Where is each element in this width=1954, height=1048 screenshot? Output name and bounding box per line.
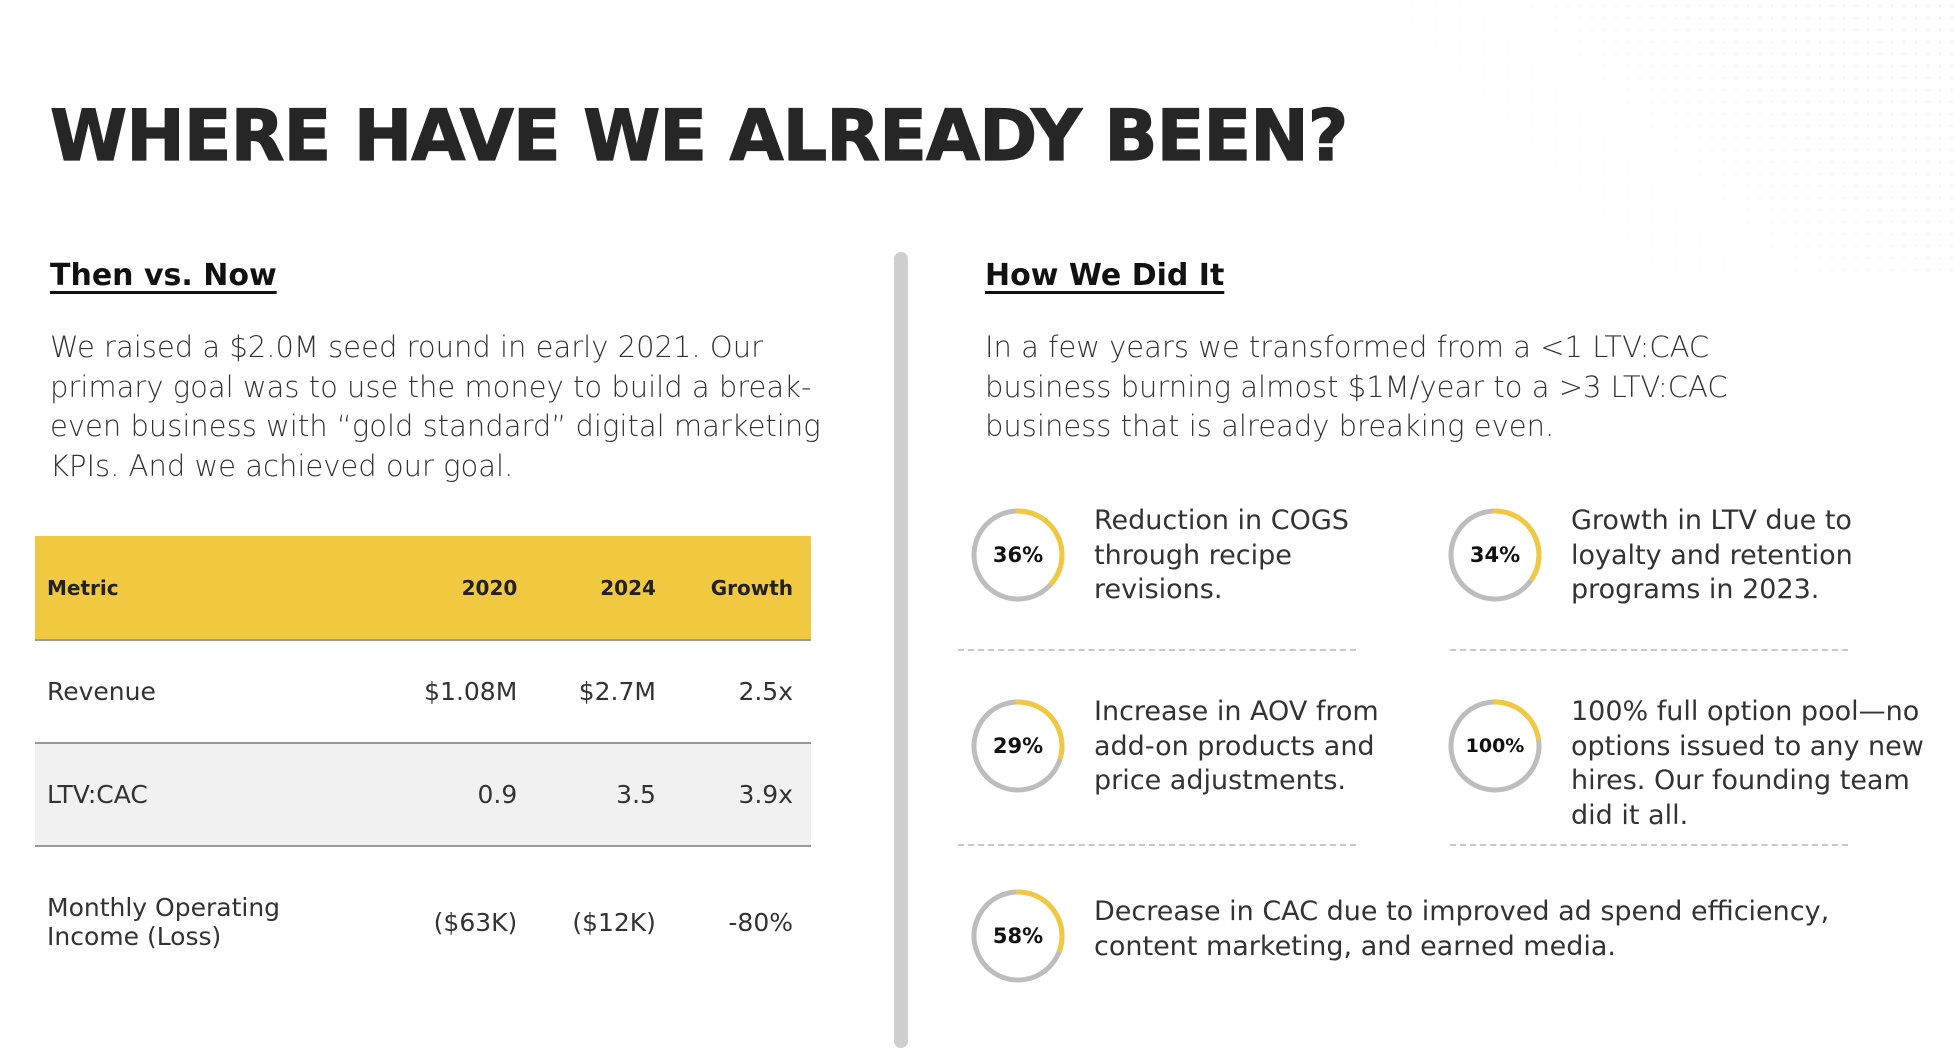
cell-growth: 3.9x — [673, 743, 811, 847]
progress-ring — [971, 699, 1065, 793]
stat-ring-cac: 58% — [969, 887, 1067, 985]
header-2024: 2024 — [535, 536, 674, 641]
header-2020: 2020 — [385, 536, 536, 641]
slide-title: WHERE HAVE WE ALREADY BEEN? — [49, 94, 1349, 177]
ring-progress-arc — [971, 508, 1065, 602]
stat-percent: 34% — [1469, 543, 1521, 567]
stat-text: 100% full option pool—no options issued … — [1571, 696, 1924, 831]
table-row: LTV:CAC 0.9 3.5 3.9x — [35, 743, 811, 847]
cell-metric: LTV:CAC — [35, 743, 385, 847]
cell-growth: -80% — [728, 907, 793, 937]
how-we-did-it-heading: How We Did It — [985, 258, 1225, 293]
progress-ring — [1448, 508, 1542, 602]
header-growth: Growth — [673, 536, 811, 641]
column-divider — [894, 252, 908, 1048]
ring-progress-arc — [971, 699, 1065, 793]
stat-text: Increase in AOV from add-on products and… — [1094, 696, 1379, 796]
table-row: Revenue $1.08M $2.7M 2.5x — [35, 640, 811, 744]
right-paragraph: In a few years we transformed from a <1 … — [985, 330, 1728, 443]
header-metric: Metric — [35, 536, 385, 641]
ring-progress-arc — [1448, 699, 1542, 793]
cell-metric: Monthly Operating Income (Loss) — [47, 893, 281, 951]
metrics-table: Metric 2020 2024 Growth Revenue $1.08M $… — [35, 536, 811, 997]
cell-2024: 3.5 — [535, 743, 674, 847]
progress-ring — [1448, 699, 1542, 793]
stat-text: Growth in LTV due to loyalty and retenti… — [1571, 505, 1853, 605]
cell-metric: Revenue — [35, 640, 385, 744]
stat-text: Decrease in CAC due to improved ad spend… — [1094, 896, 1830, 962]
cell-2020: ($63K) — [433, 907, 518, 937]
stat-ring-option-pool: 100% — [1446, 697, 1544, 795]
then-vs-now-heading: Then vs. Now — [50, 258, 277, 293]
decorative-dot-pattern — [1394, 0, 1954, 280]
ring-progress-arc — [1448, 508, 1542, 602]
cell-2024: ($12K) — [572, 907, 656, 937]
stat-ring-aov: 29% — [969, 697, 1067, 795]
stat-percent: 100% — [1465, 735, 1525, 757]
table-row: Monthly Operating Income (Loss) ($63K) (… — [35, 846, 811, 997]
cell-growth: 2.5x — [673, 640, 811, 744]
cell-2020: $1.08M — [385, 640, 536, 744]
stat-divider — [958, 649, 1356, 651]
stat-percent: 29% — [992, 734, 1044, 758]
stat-percent: 36% — [992, 543, 1044, 567]
progress-ring — [971, 508, 1065, 602]
stat-percent: 58% — [992, 924, 1044, 948]
stat-divider — [958, 844, 1356, 846]
cell-2020: 0.9 — [385, 743, 536, 847]
stat-divider — [1450, 649, 1848, 651]
stat-ring-ltv: 34% — [1446, 506, 1544, 604]
table-header-row: Metric 2020 2024 Growth — [35, 536, 811, 641]
progress-ring — [971, 889, 1065, 983]
cell-2024: $2.7M — [535, 640, 674, 744]
stat-ring-cogs: 36% — [969, 506, 1067, 604]
stat-divider — [1450, 844, 1848, 846]
ring-progress-arc — [971, 889, 1065, 983]
stat-text: Reduction in COGS through recipe revisio… — [1094, 505, 1349, 605]
left-paragraph: We raised a $2.0M seed round in early 20… — [50, 330, 821, 483]
